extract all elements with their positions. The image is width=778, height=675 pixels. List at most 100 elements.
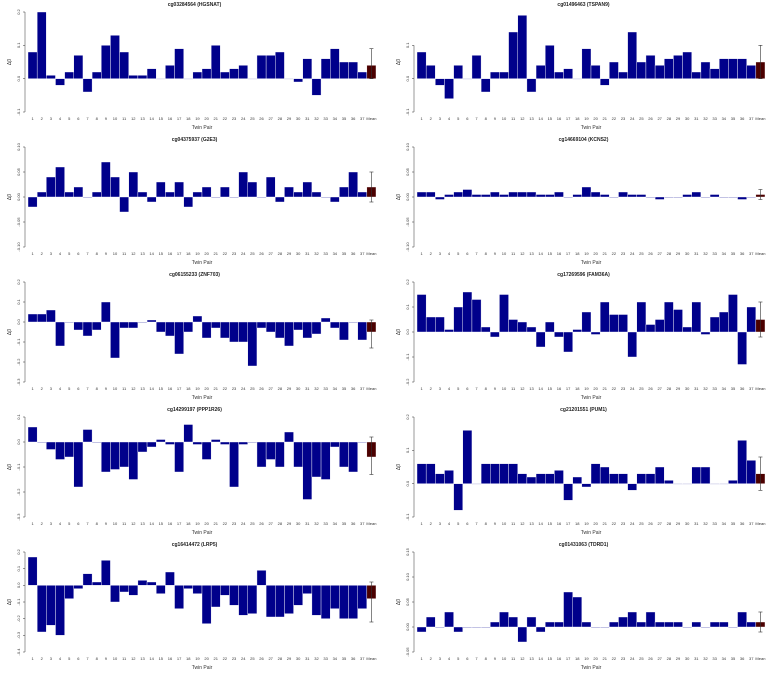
- bar: [599, 626, 610, 628]
- bar: [119, 196, 129, 213]
- bar: [618, 71, 628, 79]
- x-tick-label: 18: [575, 116, 580, 121]
- y-tick-label: -0.10: [405, 242, 410, 252]
- y-tick-label: -0.3: [16, 631, 21, 639]
- bar: [517, 191, 528, 198]
- chart-title: cg16414472 (LRP5): [171, 542, 218, 548]
- x-tick-label: 30: [685, 656, 690, 661]
- bar: [265, 585, 276, 618]
- x-tick-label: 31: [694, 386, 699, 391]
- bar: [435, 316, 445, 333]
- bar: [220, 441, 230, 445]
- x-tick-label: 24: [630, 116, 635, 121]
- x-tick-label: 37: [749, 656, 754, 661]
- x-tick-label: 1: [420, 521, 423, 526]
- x-tick-label: 33: [323, 386, 328, 391]
- bar: [119, 585, 129, 593]
- bar: [654, 466, 665, 484]
- bar: [156, 181, 166, 198]
- x-tick-label: 20: [204, 656, 209, 661]
- bar: [229, 585, 239, 606]
- x-tick-label: 8: [96, 656, 99, 661]
- bar: [82, 78, 93, 93]
- x-tick-label: 30: [685, 251, 690, 256]
- bar: [691, 621, 702, 628]
- bar: [709, 621, 720, 628]
- x-tick-label: 23: [232, 386, 237, 391]
- bar: [330, 321, 340, 329]
- y-tick-label: 0.1: [16, 42, 21, 48]
- x-tick-label: 18: [186, 386, 191, 391]
- x-tick-label: 18: [186, 521, 191, 526]
- chart-panel-1: cg03284564 (HGSNAT) -0.1 0.0 0.1 0.2 Δβ 1 2 3 4 5…: [0, 0, 389, 135]
- x-tick-label: 34: [722, 251, 727, 256]
- bar: [728, 196, 738, 198]
- bar: [348, 171, 358, 198]
- bar: [645, 473, 656, 484]
- y-axis-label: Δβ: [7, 194, 13, 200]
- bar: [192, 441, 203, 445]
- bar: [673, 309, 683, 333]
- bar: [664, 301, 674, 333]
- x-tick-label: 21: [603, 656, 608, 661]
- x-tick-label: 22: [223, 386, 228, 391]
- x-tick-label: 20: [593, 386, 598, 391]
- x-tick-label: Mean: [366, 386, 376, 391]
- x-tick-label: 3: [439, 656, 442, 661]
- bar: [64, 585, 74, 599]
- bar: [201, 441, 212, 460]
- bar: [174, 48, 184, 79]
- x-tick-label: 8: [96, 521, 99, 526]
- x-tick-label: 1: [31, 521, 34, 526]
- bar: [302, 321, 313, 339]
- x-tick-label: Mean: [366, 656, 376, 661]
- chart-panel-7: cg14299197 (PPP1R26) -0.3 -0.2 -0.1 0.0 0.1 Δ…: [0, 405, 389, 540]
- x-tick-label: 30: [296, 656, 301, 661]
- bar: [737, 331, 747, 365]
- y-axis-label: Δβ: [7, 599, 13, 605]
- chart-panel-8: cg21201551 (PUM1) -0.1 0.0 0.1 0.2 Δβ 1 2 3 4 5 6 7…: [389, 405, 778, 540]
- x-tick-label: 4: [448, 251, 451, 256]
- y-tick-label: 0.0: [16, 582, 21, 588]
- bar: [110, 176, 120, 198]
- x-tick-label: 23: [621, 521, 626, 526]
- x-tick-label: 8: [96, 251, 99, 256]
- bar: [247, 181, 258, 198]
- x-tick-label: 22: [612, 116, 617, 121]
- x-tick-label: 25: [639, 251, 644, 256]
- x-tick-label: 36: [740, 521, 745, 526]
- x-tick-label: 9: [105, 386, 108, 391]
- x-tick-label: 6: [466, 386, 469, 391]
- bar: [709, 483, 720, 485]
- x-tick-label: 20: [204, 251, 209, 256]
- x-tick-label: 10: [113, 521, 118, 526]
- bar: [490, 191, 500, 198]
- bar: [165, 441, 175, 445]
- y-tick-label: 0.2: [405, 413, 410, 419]
- bar: [238, 321, 248, 343]
- bar: [526, 78, 537, 93]
- bar: [480, 194, 491, 198]
- x-tick-label: 34: [333, 656, 338, 661]
- bar: [82, 573, 93, 586]
- bar: [91, 71, 102, 79]
- bar: [425, 65, 436, 79]
- x-tick-label: 17: [177, 386, 182, 391]
- bar: [284, 431, 294, 443]
- x-tick-label: 35: [342, 251, 347, 256]
- x-tick-label: 27: [657, 656, 662, 661]
- bar: [691, 71, 702, 79]
- x-tick-label: 14: [149, 386, 154, 391]
- x-tick-label: 13: [140, 521, 145, 526]
- bar: [64, 321, 74, 323]
- x-tick-label: 34: [722, 386, 727, 391]
- bar: [165, 571, 175, 586]
- bar: [265, 441, 276, 460]
- x-tick-label: 4: [448, 656, 451, 661]
- x-tick-label: 31: [694, 116, 699, 121]
- x-tick-label: 10: [502, 251, 507, 256]
- bar: [293, 441, 303, 468]
- x-tick-label: 24: [630, 521, 635, 526]
- x-tick-label: 11: [122, 251, 127, 256]
